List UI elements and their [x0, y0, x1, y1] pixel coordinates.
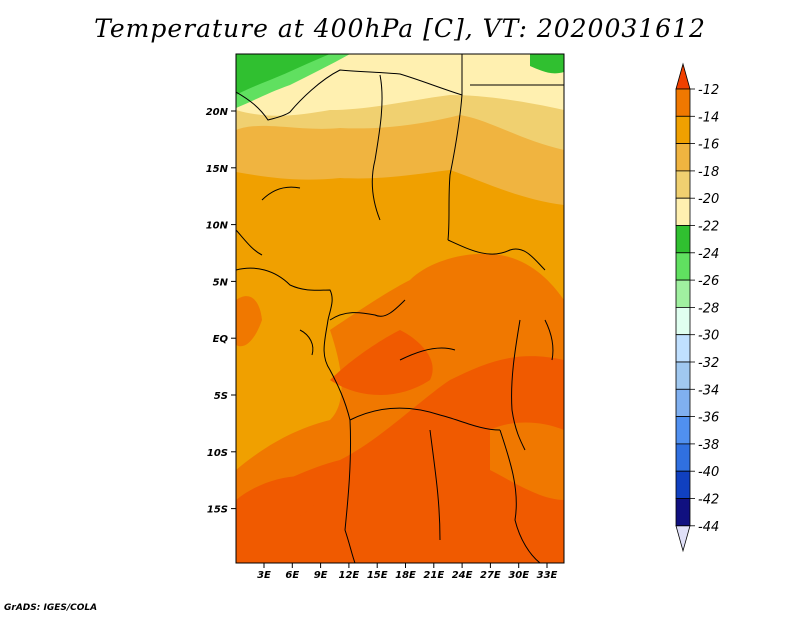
- lon-tick-label: 3E: [257, 570, 271, 581]
- colorbar: -12 -14 -16 -18 -20 -22 -24 -26 -28 -30 -32 -34 -36 -…: [675, 62, 719, 553]
- colorbar-label: -14: [698, 110, 719, 125]
- lon-tick-label: 18E: [395, 570, 416, 581]
- colorbar-segment: [675, 252, 691, 281]
- colorbar-segment: [675, 443, 691, 472]
- country-borders: [236, 54, 564, 563]
- map-fill: [236, 54, 564, 563]
- lat-tick-label: 10S: [207, 448, 228, 459]
- colorbar-label: -24: [698, 247, 719, 262]
- colorbar-label: -16: [698, 138, 719, 153]
- lat-tick-label: 10N: [206, 221, 229, 232]
- colorbar-segment: [675, 88, 691, 117]
- lon-tick-label: 27E: [480, 570, 501, 581]
- colorbar-segment: [675, 279, 691, 308]
- colorbar-segment: [675, 306, 691, 336]
- lon-tick-label: 9E: [314, 570, 328, 581]
- colorbar-label: -30: [698, 329, 719, 344]
- colorbar-segment: [675, 115, 691, 145]
- lat-tick-label: EQ: [213, 334, 229, 345]
- colorbar-label: -22: [698, 220, 719, 235]
- colorbar-segment: [675, 143, 691, 172]
- lat-tick-label: 20N: [206, 107, 229, 118]
- colorbar-segment: [675, 170, 691, 199]
- map-frame: [235, 53, 565, 564]
- lat-tick-label: 15S: [207, 505, 228, 516]
- colorbar-segment: [675, 334, 691, 363]
- colorbar-segment: [675, 470, 691, 499]
- latitude-axis: 20N 15N 10N 5N EQ 5S 10S 15S: [206, 107, 236, 516]
- colorbar-segment: [675, 388, 691, 417]
- colorbar-label: -44: [698, 520, 719, 535]
- colorbar-label: -28: [698, 301, 719, 316]
- colorbar-bottom-arrow: [675, 525, 691, 553]
- map-title: Temperature at 400hPa [C], VT: 202003161…: [94, 14, 706, 43]
- colorbar-label: -12: [698, 83, 719, 98]
- colorbar-label: -20: [698, 192, 719, 207]
- colorbar-label: -32: [698, 356, 719, 371]
- lon-tick-label: 6E: [285, 570, 299, 581]
- colorbar-segment: [675, 361, 691, 390]
- colorbar-segment: [675, 498, 691, 527]
- lat-tick-label: 5S: [214, 391, 228, 402]
- lon-tick-label: 21E: [423, 570, 444, 581]
- colorbar-label: -42: [698, 493, 719, 508]
- lon-tick-label: 24E: [452, 570, 473, 581]
- grads-credit: GrADS: IGES/COLA: [4, 603, 98, 613]
- colorbar-label: -18: [698, 165, 719, 180]
- longitude-axis: 3E 6E 9E 12E 15E 18E 21E 24E 27E 30E 33E: [257, 563, 558, 581]
- colorbar-segment: [675, 197, 691, 226]
- colorbar-label: -34: [698, 383, 719, 398]
- colorbar-label: -26: [698, 274, 719, 289]
- colorbar-label: -40: [698, 465, 719, 480]
- lat-tick-label: 5N: [213, 277, 229, 288]
- lon-tick-label: 15E: [367, 570, 388, 581]
- lat-tick-label: 15N: [206, 164, 229, 175]
- colorbar-top-arrow: [675, 62, 691, 90]
- colorbar-label: -38: [698, 438, 719, 453]
- colorbar-segment: [675, 416, 691, 445]
- lon-tick-label: 12E: [339, 570, 360, 581]
- lon-tick-label: 33E: [537, 570, 558, 581]
- lon-tick-label: 30E: [508, 570, 529, 581]
- colorbar-label: -36: [698, 411, 719, 426]
- colorbar-segment: [675, 225, 691, 254]
